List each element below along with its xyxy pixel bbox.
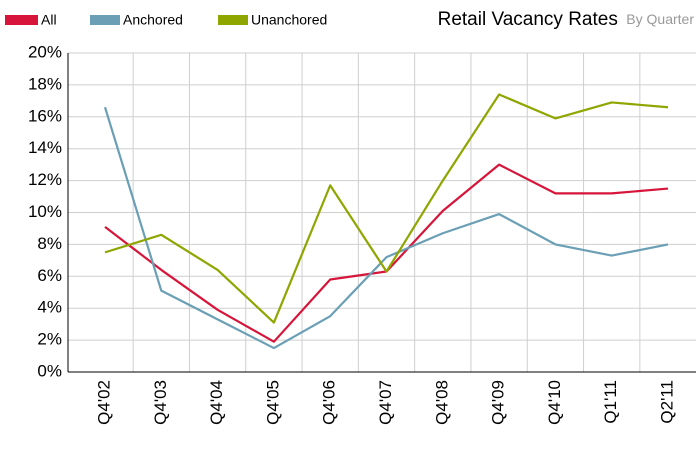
y-tick-label: 10% [28, 202, 62, 221]
legend-label: Anchored [123, 12, 183, 28]
y-tick-label: 0% [37, 361, 62, 380]
x-tick-label: Q4'03 [151, 380, 170, 425]
y-tick-label: 8% [37, 234, 62, 253]
chart-title: Retail Vacancy Rates [438, 9, 618, 30]
legend-swatch [5, 15, 38, 25]
y-tick-label: 4% [37, 298, 62, 317]
x-tick-label: Q4'10 [545, 380, 564, 425]
legend-label: Unanchored [251, 12, 327, 28]
chart-subtitle: By Quarter [626, 11, 694, 27]
x-tick-label: Q1'11 [601, 380, 620, 424]
x-tick-label: Q2'11 [657, 380, 676, 424]
x-tick-label: Q4'07 [376, 380, 395, 425]
y-tick-label: 14% [28, 138, 62, 157]
x-tick-label: Q4'08 [432, 380, 451, 425]
y-tick-label: 2% [37, 330, 62, 349]
x-tick-label: Q4'06 [320, 380, 339, 425]
chart-heading: Retail Vacancy Rates By Quarter [438, 9, 695, 30]
y-tick-label: 18% [28, 74, 62, 93]
legend-label: All [41, 12, 57, 28]
series-line [104, 93, 669, 324]
y-tick-label: 16% [28, 106, 62, 125]
y-tick-label: 12% [28, 170, 62, 189]
series-line [103, 106, 669, 350]
x-tick-label: Q4'04 [207, 380, 226, 425]
y-tick-label: 20% [28, 42, 62, 61]
legend-swatch [218, 15, 248, 25]
y-tick-label: 6% [37, 266, 62, 285]
x-tick-label: Q4'05 [263, 380, 282, 425]
legend-swatch [90, 15, 120, 25]
x-tick-label: Q4'09 [489, 380, 508, 425]
x-tick-label: Q4'02 [94, 380, 113, 425]
